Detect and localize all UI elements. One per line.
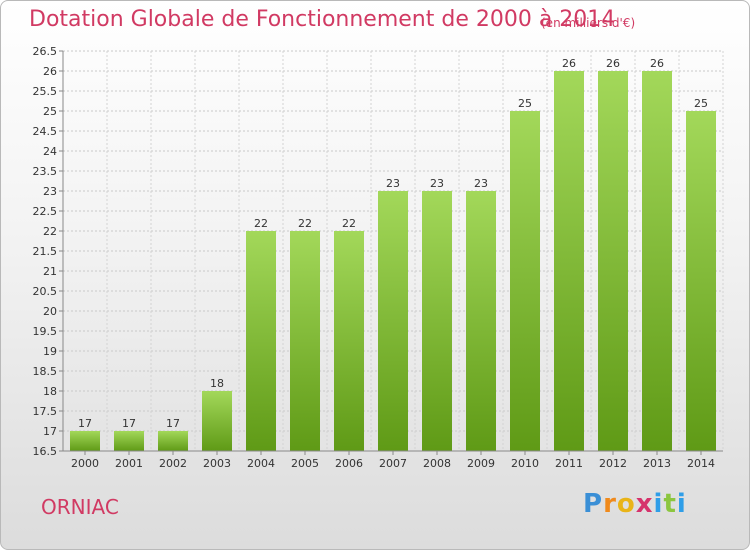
bar-value-label: 22 xyxy=(298,217,312,230)
x-tick-label: 2002 xyxy=(159,457,187,470)
logo-letter: o xyxy=(616,489,636,519)
bar-2002 xyxy=(158,431,188,451)
y-tick-label: 22.5 xyxy=(33,205,58,218)
y-tick-label: 16.5 xyxy=(33,445,58,458)
bar-2001 xyxy=(114,431,144,451)
bar-value-label: 22 xyxy=(342,217,356,230)
logo-letter: t xyxy=(663,489,677,519)
bar-value-label: 22 xyxy=(254,217,268,230)
x-tick-label: 2004 xyxy=(247,457,275,470)
y-tick-label: 17.5 xyxy=(33,405,58,418)
y-axis: 16.5 17 17.5 18 18.5 19 19.5 20 20.5 21 21.5 22 22.5… xyxy=(33,45,64,458)
proxiti-logo: Proxiti xyxy=(583,489,687,519)
chart-unit: (en milliers d'€) xyxy=(541,16,636,30)
x-tick-label: 2009 xyxy=(467,457,495,470)
y-tick-label: 21.5 xyxy=(33,245,58,258)
bar-value-label: 23 xyxy=(430,177,444,190)
logo-letter: i xyxy=(653,489,664,519)
bar-2000 xyxy=(70,431,100,451)
bar-value-label: 17 xyxy=(166,417,180,430)
x-tick-label: 2006 xyxy=(335,457,363,470)
x-tick-label: 2005 xyxy=(291,457,319,470)
commune-name: ORNIAC xyxy=(41,495,119,519)
x-tick-label: 2010 xyxy=(511,457,539,470)
y-tick-label: 18.5 xyxy=(33,365,58,378)
bar-2004 xyxy=(246,231,276,451)
bar-2005 xyxy=(290,231,320,451)
y-tick-label: 24 xyxy=(43,145,57,158)
y-tick-label: 19.5 xyxy=(33,325,58,338)
bar-2003 xyxy=(202,391,232,451)
y-tick-label: 24.5 xyxy=(33,125,58,138)
bar-2014 xyxy=(686,111,716,451)
y-tick-label: 26.5 xyxy=(33,45,58,58)
chart-title: Dotation Globale de Fonctionnement de 20… xyxy=(29,7,616,32)
x-axis: 2000 2001 2002 2003 2004 2005 2006 2007 2008 2009… xyxy=(63,450,723,470)
bars: 17 17 17 18 22 22 22 23 23 23 25 26 26 26 25 xyxy=(70,57,716,451)
y-tick-label: 20 xyxy=(43,305,57,318)
x-tick-label: 2013 xyxy=(643,457,671,470)
bar-value-label: 26 xyxy=(562,57,576,70)
bar-2010 xyxy=(510,111,540,451)
logo-letter: P xyxy=(583,489,604,519)
bar-value-label: 17 xyxy=(122,417,136,430)
bar-2006 xyxy=(334,231,364,451)
logo-letter: r xyxy=(603,489,617,519)
x-tick-label: 2011 xyxy=(555,457,583,470)
bar-2011 xyxy=(554,71,584,451)
bar-2012 xyxy=(598,71,628,451)
bar-value-label: 23 xyxy=(386,177,400,190)
bar-value-label: 18 xyxy=(210,377,224,390)
bar-value-label: 17 xyxy=(78,417,92,430)
bar-value-label: 23 xyxy=(474,177,488,190)
y-tick-label: 23.5 xyxy=(33,165,58,178)
x-tick-label: 2008 xyxy=(423,457,451,470)
logo-letter: i xyxy=(676,489,687,519)
x-tick-label: 2003 xyxy=(203,457,231,470)
x-tick-label: 2012 xyxy=(599,457,627,470)
y-tick-label: 19 xyxy=(43,345,57,358)
logo-letter: x xyxy=(635,489,654,519)
x-tick-label: 2007 xyxy=(379,457,407,470)
y-tick-label: 25.5 xyxy=(33,85,58,98)
bar-value-label: 26 xyxy=(606,57,620,70)
x-tick-label: 2000 xyxy=(71,457,99,470)
y-tick-label: 22 xyxy=(43,225,57,238)
y-tick-label: 17 xyxy=(43,425,57,438)
y-tick-label: 20.5 xyxy=(33,285,58,298)
bar-2008 xyxy=(422,191,452,451)
x-tick-label: 2014 xyxy=(687,457,715,470)
bar-2007 xyxy=(378,191,408,451)
y-tick-label: 21 xyxy=(43,265,57,278)
y-tick-label: 18 xyxy=(43,385,57,398)
bar-value-label: 26 xyxy=(650,57,664,70)
bar-2013 xyxy=(642,71,672,451)
bar-2009 xyxy=(466,191,496,451)
y-tick-label: 23 xyxy=(43,185,57,198)
bar-value-label: 25 xyxy=(518,97,532,110)
y-tick-label: 26 xyxy=(43,65,57,78)
x-tick-label: 2001 xyxy=(115,457,143,470)
bar-value-label: 25 xyxy=(694,97,708,110)
y-tick-label: 25 xyxy=(43,105,57,118)
